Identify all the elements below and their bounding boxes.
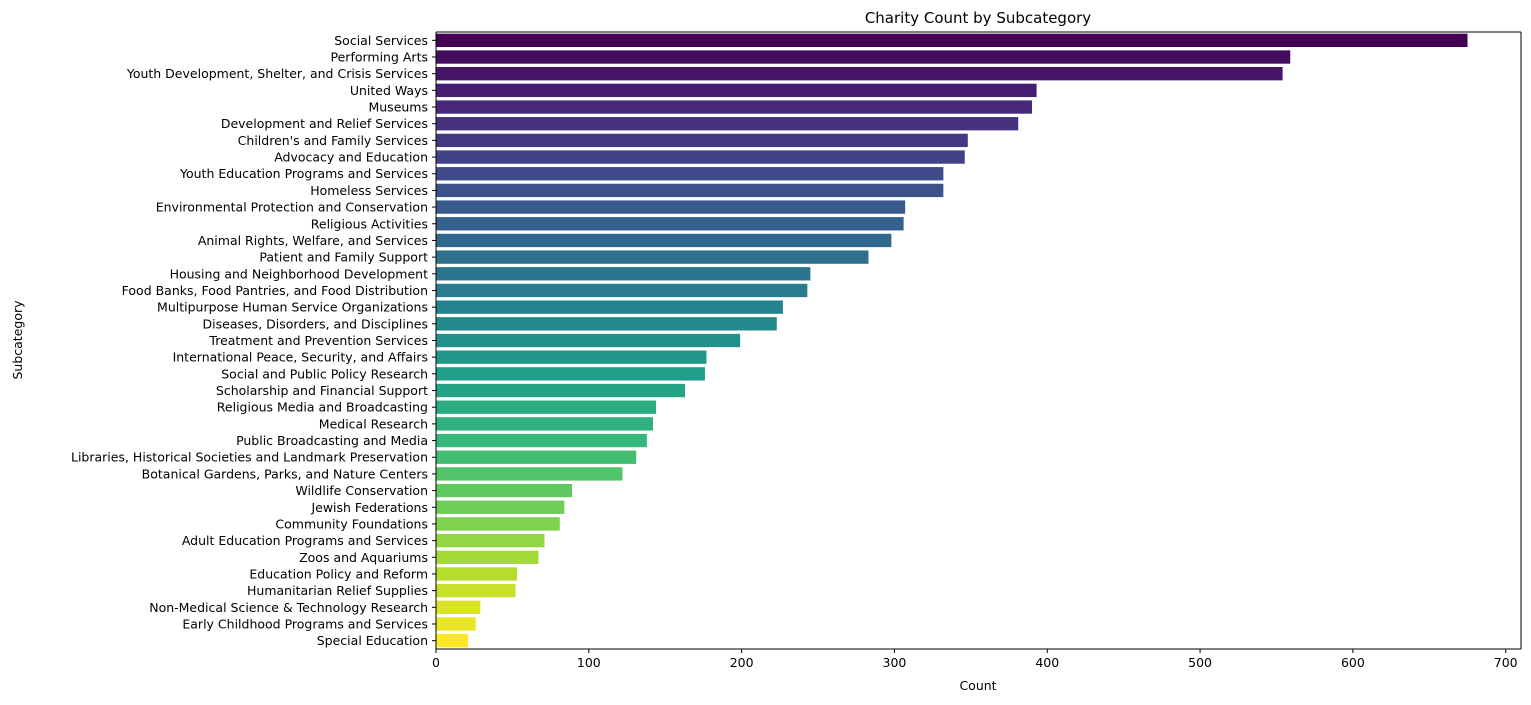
x-tick-label: 200 bbox=[730, 655, 754, 670]
bar bbox=[436, 450, 637, 464]
x-tick-label: 500 bbox=[1188, 655, 1212, 670]
bar bbox=[436, 617, 476, 631]
bar bbox=[436, 400, 657, 414]
bar bbox=[436, 383, 686, 398]
y-tick-label: Homeless Services bbox=[310, 183, 428, 198]
chart-title: Charity Count by Subcategory bbox=[865, 9, 1091, 27]
bar bbox=[436, 117, 1019, 131]
bar bbox=[436, 250, 869, 264]
y-tick-label: Humanitarian Relief Supplies bbox=[247, 583, 428, 598]
bar bbox=[436, 533, 545, 548]
bar bbox=[436, 550, 539, 564]
bar bbox=[436, 283, 808, 298]
bar bbox=[436, 517, 560, 531]
bar bbox=[436, 583, 516, 598]
bar bbox=[436, 567, 517, 581]
y-tick-label: Performing Arts bbox=[331, 50, 428, 65]
bar bbox=[436, 467, 623, 481]
y-axis-label: Subcategory bbox=[10, 300, 25, 380]
y-tick-label: Medical Research bbox=[319, 416, 428, 431]
y-tick-label: Botanical Gardens, Parks, and Nature Cen… bbox=[142, 466, 428, 481]
bar bbox=[436, 600, 481, 614]
bar bbox=[436, 367, 705, 381]
x-axis-label: Count bbox=[959, 678, 996, 693]
bar bbox=[436, 217, 904, 231]
bar bbox=[436, 317, 777, 331]
y-tick-label: Wildlife Conservation bbox=[295, 483, 428, 498]
y-tick-label: Scholarship and Financial Support bbox=[216, 383, 428, 398]
y-tick-label: Religious Activities bbox=[311, 216, 428, 231]
x-tick-label: 0 bbox=[432, 655, 440, 670]
y-tick-label: Food Banks, Food Pantries, and Food Dist… bbox=[122, 283, 428, 298]
y-tick-label: Environmental Protection and Conservatio… bbox=[156, 200, 428, 215]
y-tick-label: Public Broadcasting and Media bbox=[236, 433, 428, 448]
x-tick-label: 600 bbox=[1341, 655, 1365, 670]
y-tick-label: Museums bbox=[368, 100, 428, 115]
bar bbox=[436, 50, 1291, 64]
x-axis-ticks: 0 100 200 300 400 500 600 700 bbox=[432, 649, 1518, 670]
bar bbox=[436, 350, 707, 364]
bar bbox=[436, 483, 573, 498]
y-tick-label: Zoos and Aquariums bbox=[299, 550, 428, 565]
y-tick-label: Education Policy and Reform bbox=[249, 566, 428, 581]
y-tick-label: Community Foundations bbox=[275, 516, 428, 531]
y-tick-label: Housing and Neighborhood Development bbox=[170, 266, 429, 281]
y-tick-label: Special Education bbox=[317, 633, 428, 648]
y-tick-label: Children's and Family Services bbox=[238, 133, 428, 148]
y-tick-label: Advocacy and Education bbox=[274, 150, 428, 165]
y-tick-label: Non-Medical Science & Technology Researc… bbox=[149, 600, 428, 615]
y-tick-label: Adult Education Programs and Services bbox=[182, 533, 428, 548]
bar bbox=[436, 133, 968, 148]
bar bbox=[436, 67, 1283, 81]
y-tick-label: Youth Development, Shelter, and Crisis S… bbox=[126, 66, 428, 81]
bar bbox=[436, 333, 741, 348]
y-tick-label: International Peace, Security, and Affai… bbox=[173, 350, 428, 365]
y-tick-label: Development and Relief Services bbox=[221, 116, 428, 131]
y-tick-label: Youth Education Programs and Services bbox=[179, 166, 428, 181]
bar bbox=[436, 267, 811, 281]
bar bbox=[436, 150, 965, 164]
y-tick-label: Jewish Federations bbox=[310, 500, 428, 515]
bar bbox=[436, 417, 653, 431]
y-tick-label: Multipurpose Human Service Organizations bbox=[157, 300, 428, 315]
bar bbox=[436, 33, 1468, 48]
y-tick-label: Early Childhood Programs and Services bbox=[182, 616, 428, 631]
y-tick-label: Social Services bbox=[334, 33, 428, 48]
bar bbox=[436, 200, 906, 214]
bar bbox=[436, 633, 469, 648]
y-tick-label: Diseases, Disorders, and Disciplines bbox=[203, 316, 428, 331]
bar bbox=[436, 167, 944, 181]
y-tick-label: Religious Media and Broadcasting bbox=[217, 400, 428, 415]
y-tick-label: Treatment and Prevention Services bbox=[208, 333, 428, 348]
x-tick-label: 700 bbox=[1494, 655, 1518, 670]
y-tick-label: Patient and Family Support bbox=[259, 250, 428, 265]
y-tick-label: Animal Rights, Welfare, and Services bbox=[198, 233, 428, 248]
bar bbox=[436, 433, 647, 448]
x-tick-label: 100 bbox=[577, 655, 601, 670]
x-tick-label: 400 bbox=[1035, 655, 1059, 670]
y-tick-label: United Ways bbox=[350, 83, 428, 98]
bar bbox=[436, 83, 1037, 98]
bar bbox=[436, 500, 565, 514]
y-tick-label: Libraries, Historical Societies and Land… bbox=[71, 450, 428, 465]
bar bbox=[436, 183, 944, 198]
x-tick-label: 300 bbox=[883, 655, 907, 670]
bars-group bbox=[436, 33, 1468, 648]
bar bbox=[436, 233, 892, 248]
bar bbox=[436, 300, 783, 314]
bar bbox=[436, 100, 1032, 114]
y-tick-label: Social and Public Policy Research bbox=[221, 366, 428, 381]
